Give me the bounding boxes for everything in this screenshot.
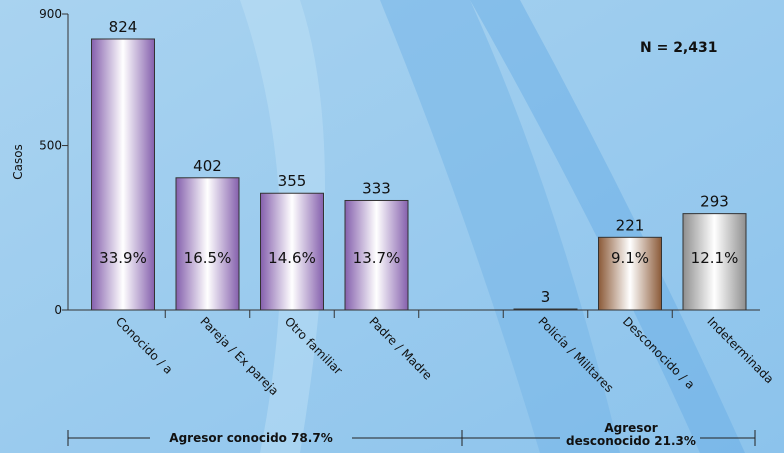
y-tick-label: 0 (54, 303, 62, 317)
percent-label: 14.6% (268, 249, 316, 267)
percent-label: 16.5% (184, 249, 232, 267)
value-label: 221 (616, 216, 645, 234)
background-streak (470, 0, 745, 453)
percent-label: 12.1% (691, 249, 739, 267)
value-label: 293 (700, 193, 729, 211)
value-label: 402 (193, 157, 222, 175)
bar (513, 308, 578, 311)
y-tick-label: 500 (39, 139, 62, 153)
bar (344, 199, 409, 311)
y-tick-label: 900 (39, 7, 62, 21)
group-label: Agresor (604, 421, 657, 435)
group-label: desconocido 21.3% (566, 434, 696, 448)
value-label: 333 (362, 179, 391, 197)
percent-label: 33.9% (99, 249, 147, 267)
value-label: 824 (109, 18, 138, 36)
value-label: 355 (278, 172, 307, 190)
bar (598, 236, 662, 311)
background-streak (380, 0, 620, 453)
bar (175, 177, 240, 311)
group-label: Agresor conocido 78.7% (169, 431, 332, 445)
bar (260, 192, 324, 311)
group-brackets (67, 430, 756, 446)
value-label: 3 (541, 288, 551, 306)
y-axis-label: Casos (11, 144, 25, 180)
annotation: N = 2,431 (640, 40, 717, 56)
percent-label: 9.1% (611, 249, 649, 267)
bar (91, 38, 155, 311)
bar (682, 213, 747, 311)
percent-label: 13.7% (353, 249, 401, 267)
